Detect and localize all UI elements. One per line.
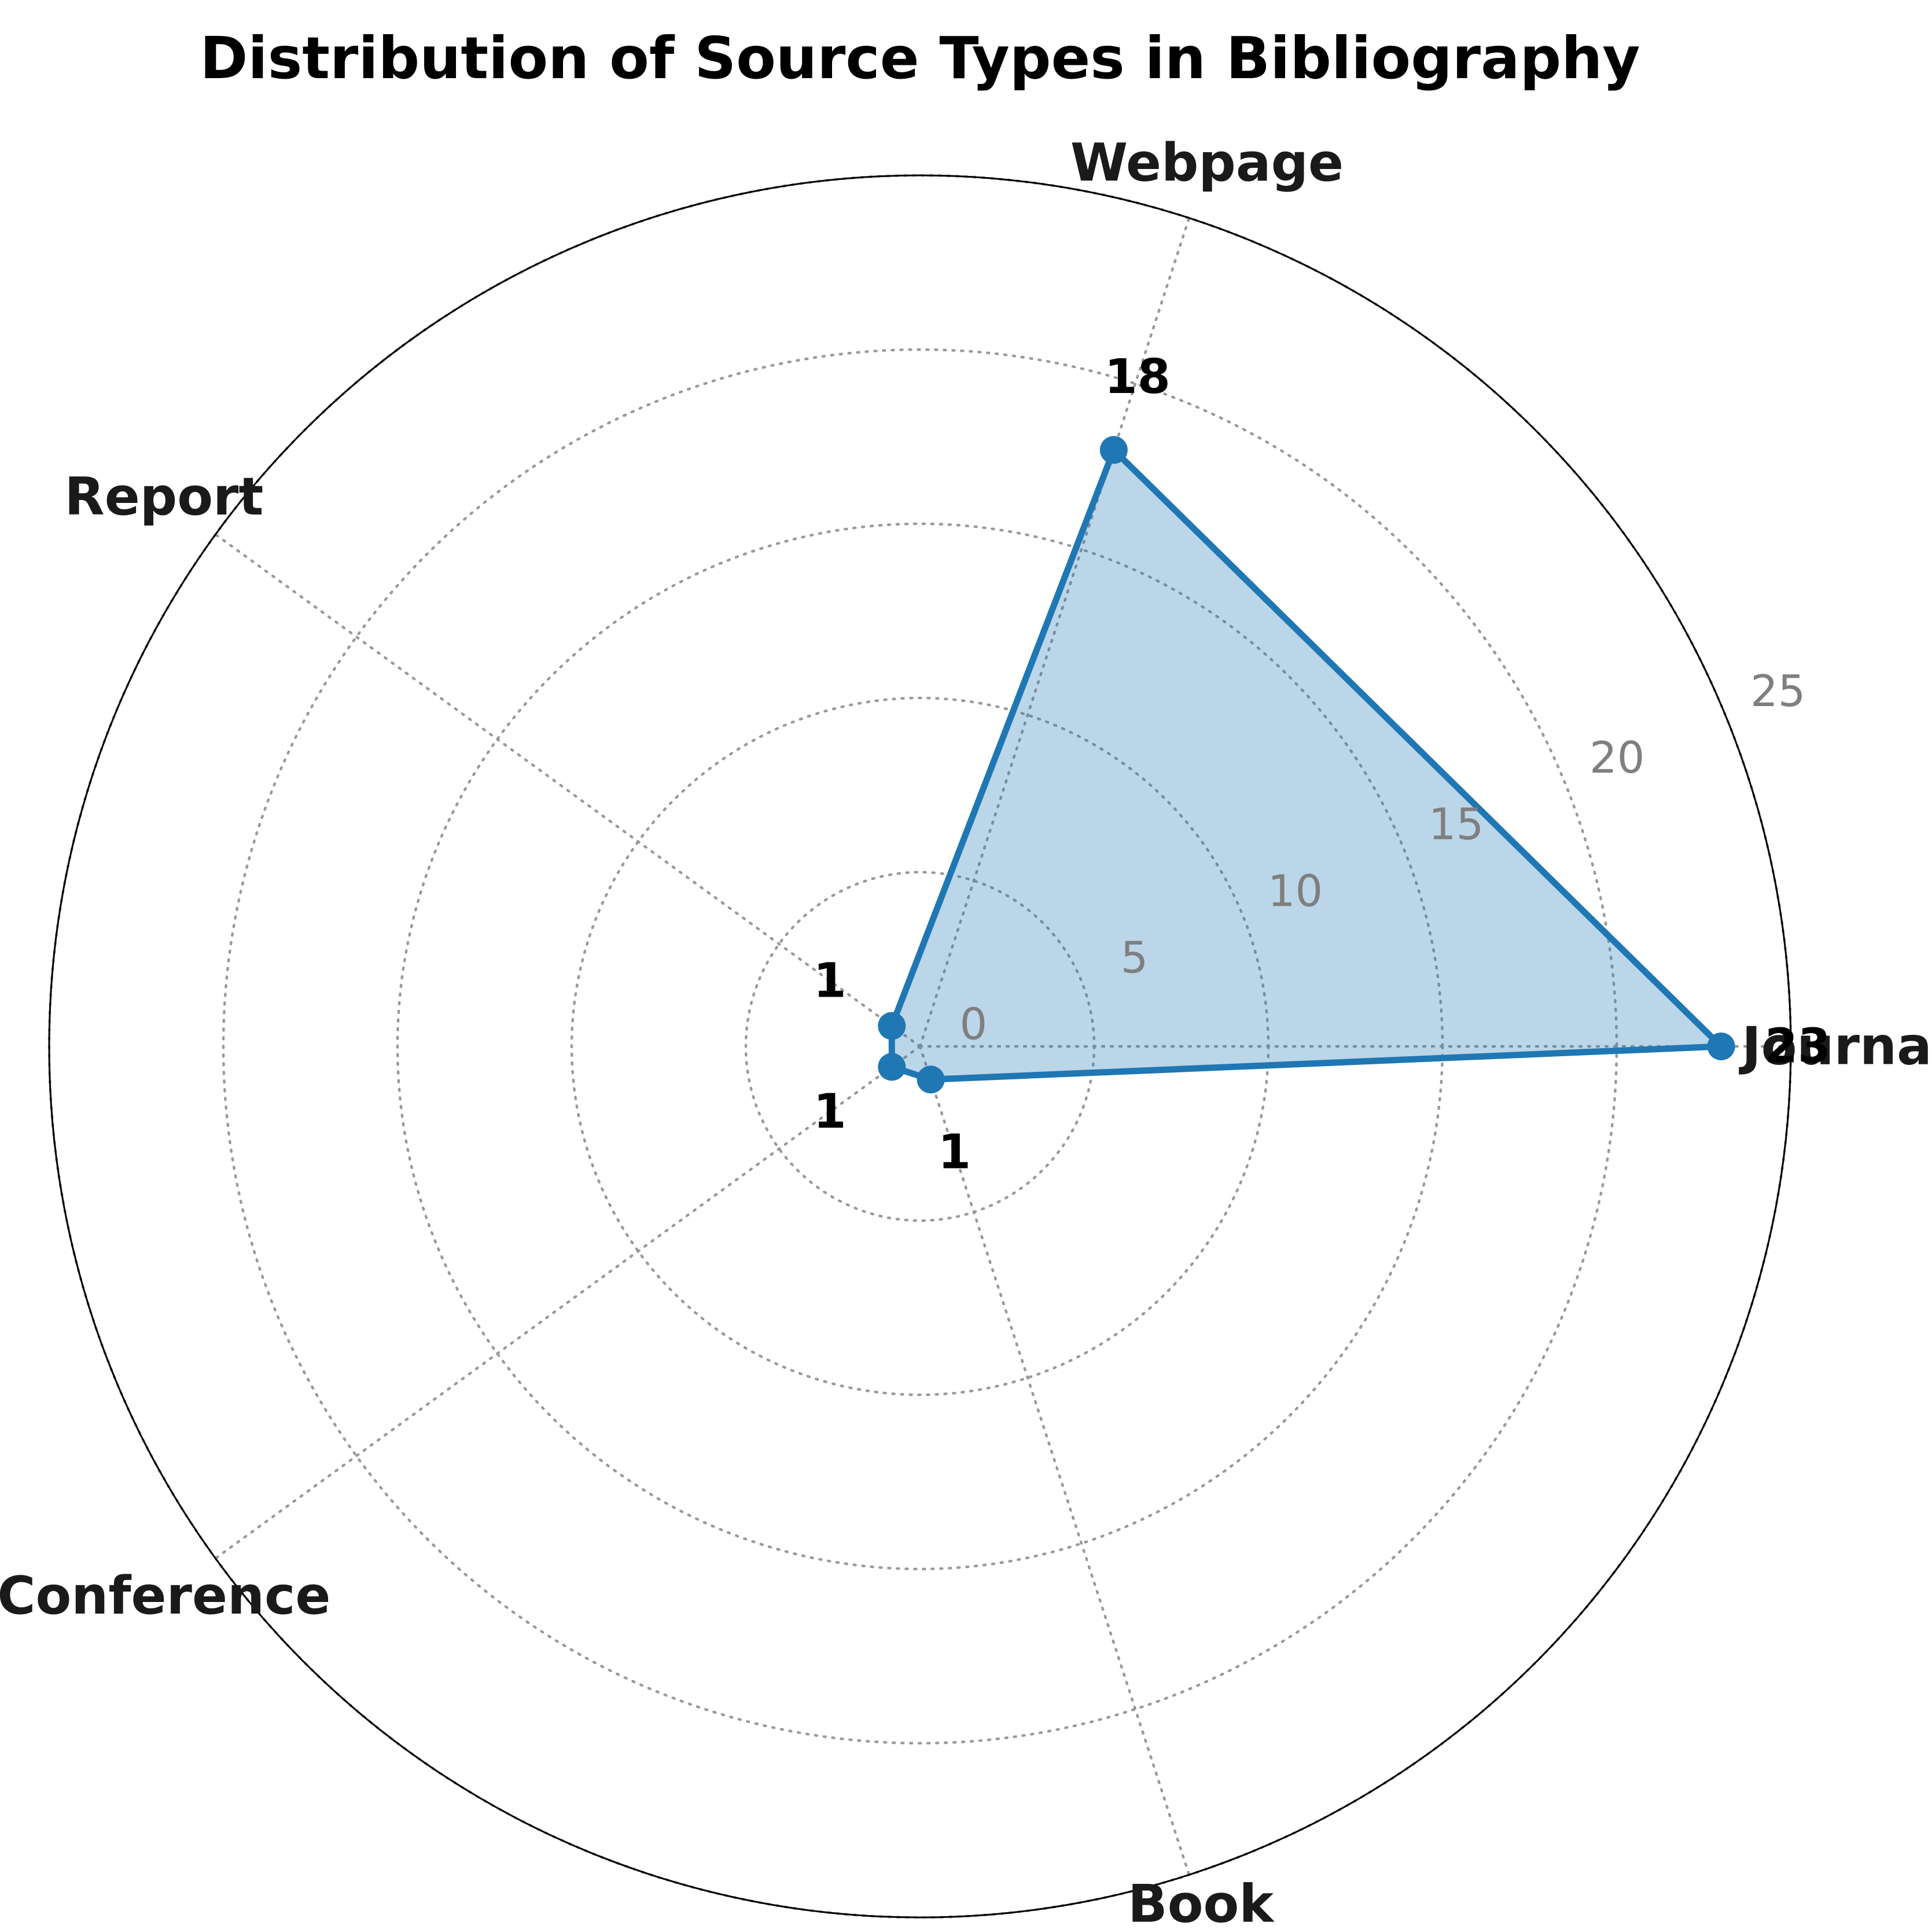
axis-label-book: Book — [1128, 1874, 1275, 1929]
chart-title: Distribution of Source Types in Bibliogr… — [200, 24, 1640, 92]
value-label-webpage: 18 — [1105, 350, 1171, 405]
data-point-report — [878, 1012, 906, 1040]
axis-label-webpage: Webpage — [1070, 133, 1344, 193]
data-point-webpage — [1099, 436, 1128, 464]
data-point-book — [917, 1065, 945, 1094]
axis-label-journal: Journal — [1738, 1016, 1932, 1077]
data-point-journal — [1707, 1033, 1735, 1060]
value-label-conference: 1 — [814, 1085, 847, 1140]
radial-tick-label-15: 15 — [1429, 799, 1484, 850]
value-label-journal: 23 — [1765, 1019, 1831, 1074]
axis-spoke-report — [214, 533, 922, 1048]
radial-tick-label-0: 0 — [960, 999, 988, 1050]
axis-spoke-conference — [214, 1045, 922, 1560]
value-label-report: 1 — [814, 953, 847, 1008]
data-point-conference — [878, 1053, 906, 1081]
axis-label-conference: Conference — [0, 1566, 330, 1626]
axis-spoke-book — [918, 1045, 1191, 1876]
value-label-book: 1 — [938, 1125, 971, 1180]
axis-spoke-webpage — [918, 216, 1191, 1048]
radial-tick-label-10: 10 — [1268, 865, 1323, 916]
polar-boundary-circle — [48, 174, 1792, 1919]
radial-tick-label-20: 20 — [1589, 732, 1644, 783]
radial-tick-label-5: 5 — [1121, 932, 1149, 983]
radial-tick-label-25: 25 — [1750, 666, 1805, 717]
radar-polygon — [888, 446, 1725, 1083]
axis-label-report: Report — [64, 466, 263, 527]
